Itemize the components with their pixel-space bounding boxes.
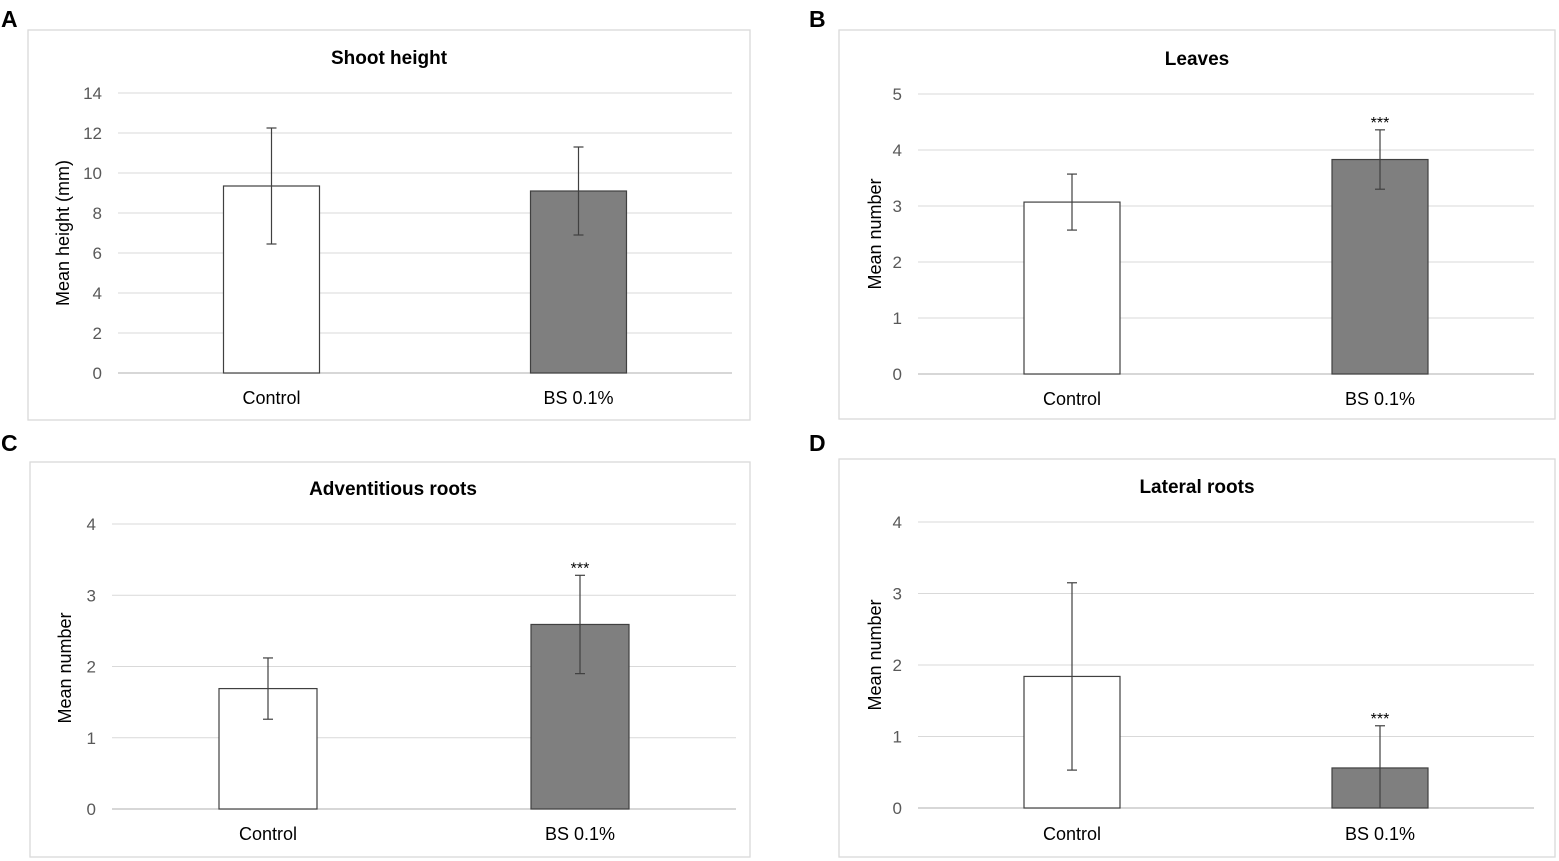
panel-a: A Shoot height Mean height (mm) 0 2 4 6 8 10 1… xyxy=(1,6,751,421)
panel-a-ytick-label: 4 xyxy=(93,284,102,303)
panel-d-significance-label: *** xyxy=(1371,711,1390,728)
panel-b-ytick-label: 5 xyxy=(893,85,902,104)
panel-d-ytick-label: 0 xyxy=(893,799,902,818)
panel-c-ytick-label: 2 xyxy=(87,658,96,677)
panel-a-ytick-label: 0 xyxy=(93,364,102,383)
panel-d: D Lateral roots Mean number 0 1 2 3 4 Control… xyxy=(809,430,1556,858)
panel-a-ylabel: Mean height (mm) xyxy=(53,160,73,306)
panel-a-letter: A xyxy=(1,6,18,32)
panel-c-letter: C xyxy=(1,430,18,456)
panel-b-significance-label: *** xyxy=(1371,115,1390,132)
panel-d-ytick-label: 4 xyxy=(893,513,902,532)
panel-d-frame xyxy=(838,458,1556,858)
panel-c-ytick-label: 0 xyxy=(87,800,96,819)
panel-a-category-label-control: Control xyxy=(242,388,300,408)
panel-b-category-label-control: Control xyxy=(1043,389,1101,409)
panel-b-category-label-bs: BS 0.1% xyxy=(1345,389,1415,409)
panel-c-ylabel: Mean number xyxy=(55,612,75,723)
panel-b: B Leaves Mean number 0 1 2 3 4 5 Control BS 0.1… xyxy=(809,6,1556,420)
panel-b-ytick-label: 1 xyxy=(893,309,902,328)
panel-d-ytick-label: 1 xyxy=(893,728,902,747)
panel-c-ytick-label: 4 xyxy=(87,515,96,534)
panel-b-title: Leaves xyxy=(1165,49,1229,70)
panel-d-ytick-label: 3 xyxy=(893,585,902,604)
panel-a-ytick-label: 8 xyxy=(93,204,102,223)
panel-d-category-label-bs: BS 0.1% xyxy=(1345,824,1415,844)
panel-c-title: Adventitious roots xyxy=(309,479,477,500)
panel-c-ytick-label: 3 xyxy=(87,586,96,605)
panel-d-category-label-control: Control xyxy=(1043,824,1101,844)
panel-a-ytick-label: 12 xyxy=(83,124,102,143)
panel-c-frame xyxy=(29,461,751,858)
panel-b-ytick-label: 2 xyxy=(893,253,902,272)
panel-c-category-label-control: Control xyxy=(239,824,297,844)
panel-b-letter: B xyxy=(809,6,826,32)
panel-a-frame xyxy=(27,29,751,421)
panel-d-title: Lateral roots xyxy=(1139,477,1254,498)
panel-d-ytick-label: 2 xyxy=(893,656,902,675)
panel-b-bar-control xyxy=(1023,201,1121,375)
panel-b-ytick-label: 4 xyxy=(893,141,902,160)
panel-a-ytick-label: 6 xyxy=(93,244,102,263)
panel-d-letter: D xyxy=(809,430,826,456)
panel-b-ytick-label: 3 xyxy=(893,197,902,216)
panel-c-significance-label: *** xyxy=(571,560,590,577)
panel-b-frame xyxy=(838,29,1556,420)
panel-a-title: Shoot height xyxy=(331,48,448,69)
panel-b-bar-bs xyxy=(1331,158,1429,375)
panel-b-ylabel: Mean number xyxy=(865,178,885,289)
panel-c-ytick-label: 1 xyxy=(87,729,96,748)
panel-c-category-label-bs: BS 0.1% xyxy=(545,824,615,844)
panel-d-ylabel: Mean number xyxy=(865,599,885,710)
panel-c: C Adventitious roots Mean number 0 1 2 3 4 Co… xyxy=(1,430,751,858)
panel-a-ytick-label: 10 xyxy=(83,164,102,183)
panel-a-ytick-label: 2 xyxy=(93,324,102,343)
panel-a-category-label-bs: BS 0.1% xyxy=(543,388,613,408)
panel-b-ytick-label: 0 xyxy=(893,365,902,384)
panel-a-ytick-label: 14 xyxy=(83,84,102,103)
